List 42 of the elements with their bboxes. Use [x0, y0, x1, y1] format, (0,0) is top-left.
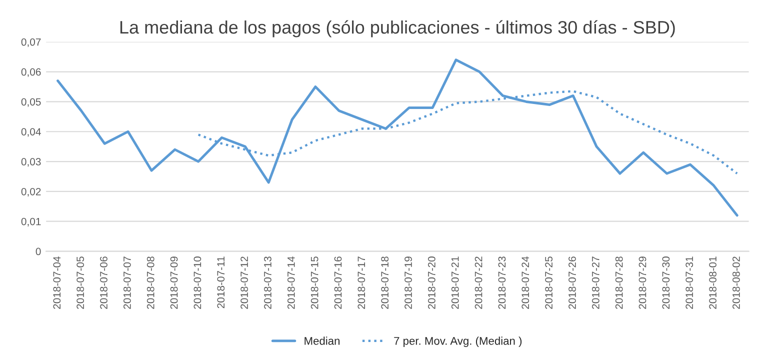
- x-tick-label: 2018-07-30: [662, 256, 670, 309]
- x-tick-label: 2018-07-29: [638, 256, 646, 309]
- y-tick-label: 0,01: [21, 218, 41, 226]
- x-tick-label: 2018-07-24: [522, 256, 530, 309]
- x-tick-label: 2018-07-15: [310, 256, 318, 309]
- x-tick-label: 2018-07-27: [592, 256, 600, 309]
- line-series: [56, 58, 738, 217]
- x-tick-label: 2018-07-05: [76, 256, 84, 309]
- x-tick-label: 2018-07-20: [428, 256, 436, 309]
- legend-label: Median: [304, 336, 340, 345]
- x-tick-label: 2018-07-26: [568, 256, 576, 309]
- x-tick-label: 2018-07-31: [686, 256, 694, 309]
- x-tick-label: 2018-07-23: [498, 256, 506, 309]
- x-tick-label: 2018-07-04: [53, 256, 61, 309]
- x-tick-label: 2018-07-16: [334, 256, 342, 309]
- x-tick-label: 2018-08-02: [732, 256, 740, 309]
- x-tick-label: 2018-07-07: [123, 256, 131, 309]
- x-tick-label: 2018-07-25: [545, 256, 552, 309]
- x-tick-label: 2018-07-08: [146, 256, 154, 309]
- y-tick-label: 0,04: [21, 128, 41, 137]
- y-tick-label: 0: [36, 248, 41, 256]
- y-tick-label: 0,06: [21, 68, 41, 77]
- x-tick-label: 2018-07-12: [240, 256, 248, 309]
- x-tick-label: 2018-07-17: [358, 256, 366, 309]
- x-tick-label: 2018-07-06: [100, 256, 108, 309]
- y-tick-label: 0,02: [21, 188, 41, 197]
- x-tick-label: 2018-07-18: [381, 256, 389, 309]
- x-tick-label: 2018-07-13: [264, 256, 272, 309]
- legend-label: 7 per. Mov. Avg. (Median ): [394, 336, 522, 348]
- chart-title: La mediana de los pagos (sólo publicaciones - últimos 30 días - SBD): [120, 20, 675, 38]
- x-tick-label: 2018-07-21: [451, 256, 459, 309]
- x-tick-label: 2018-07-14: [287, 256, 295, 309]
- x-tick-label: 2018-07-10: [194, 256, 202, 309]
- x-tick-label: 2018-07-09: [170, 256, 178, 309]
- x-tick-label: 2018-08-01: [709, 256, 716, 309]
- x-tick-label: 2018-07-11: [217, 256, 225, 308]
- y-tick-label: 0,07: [21, 38, 41, 47]
- y-tick-label: 0,05: [21, 98, 41, 107]
- x-tick-label: 2018-07-19: [404, 256, 412, 309]
- x-tick-label: 2018-07-28: [615, 256, 623, 309]
- y-tick-label: 0,03: [21, 158, 41, 167]
- x-tick-label: 2018-07-22: [474, 256, 482, 309]
